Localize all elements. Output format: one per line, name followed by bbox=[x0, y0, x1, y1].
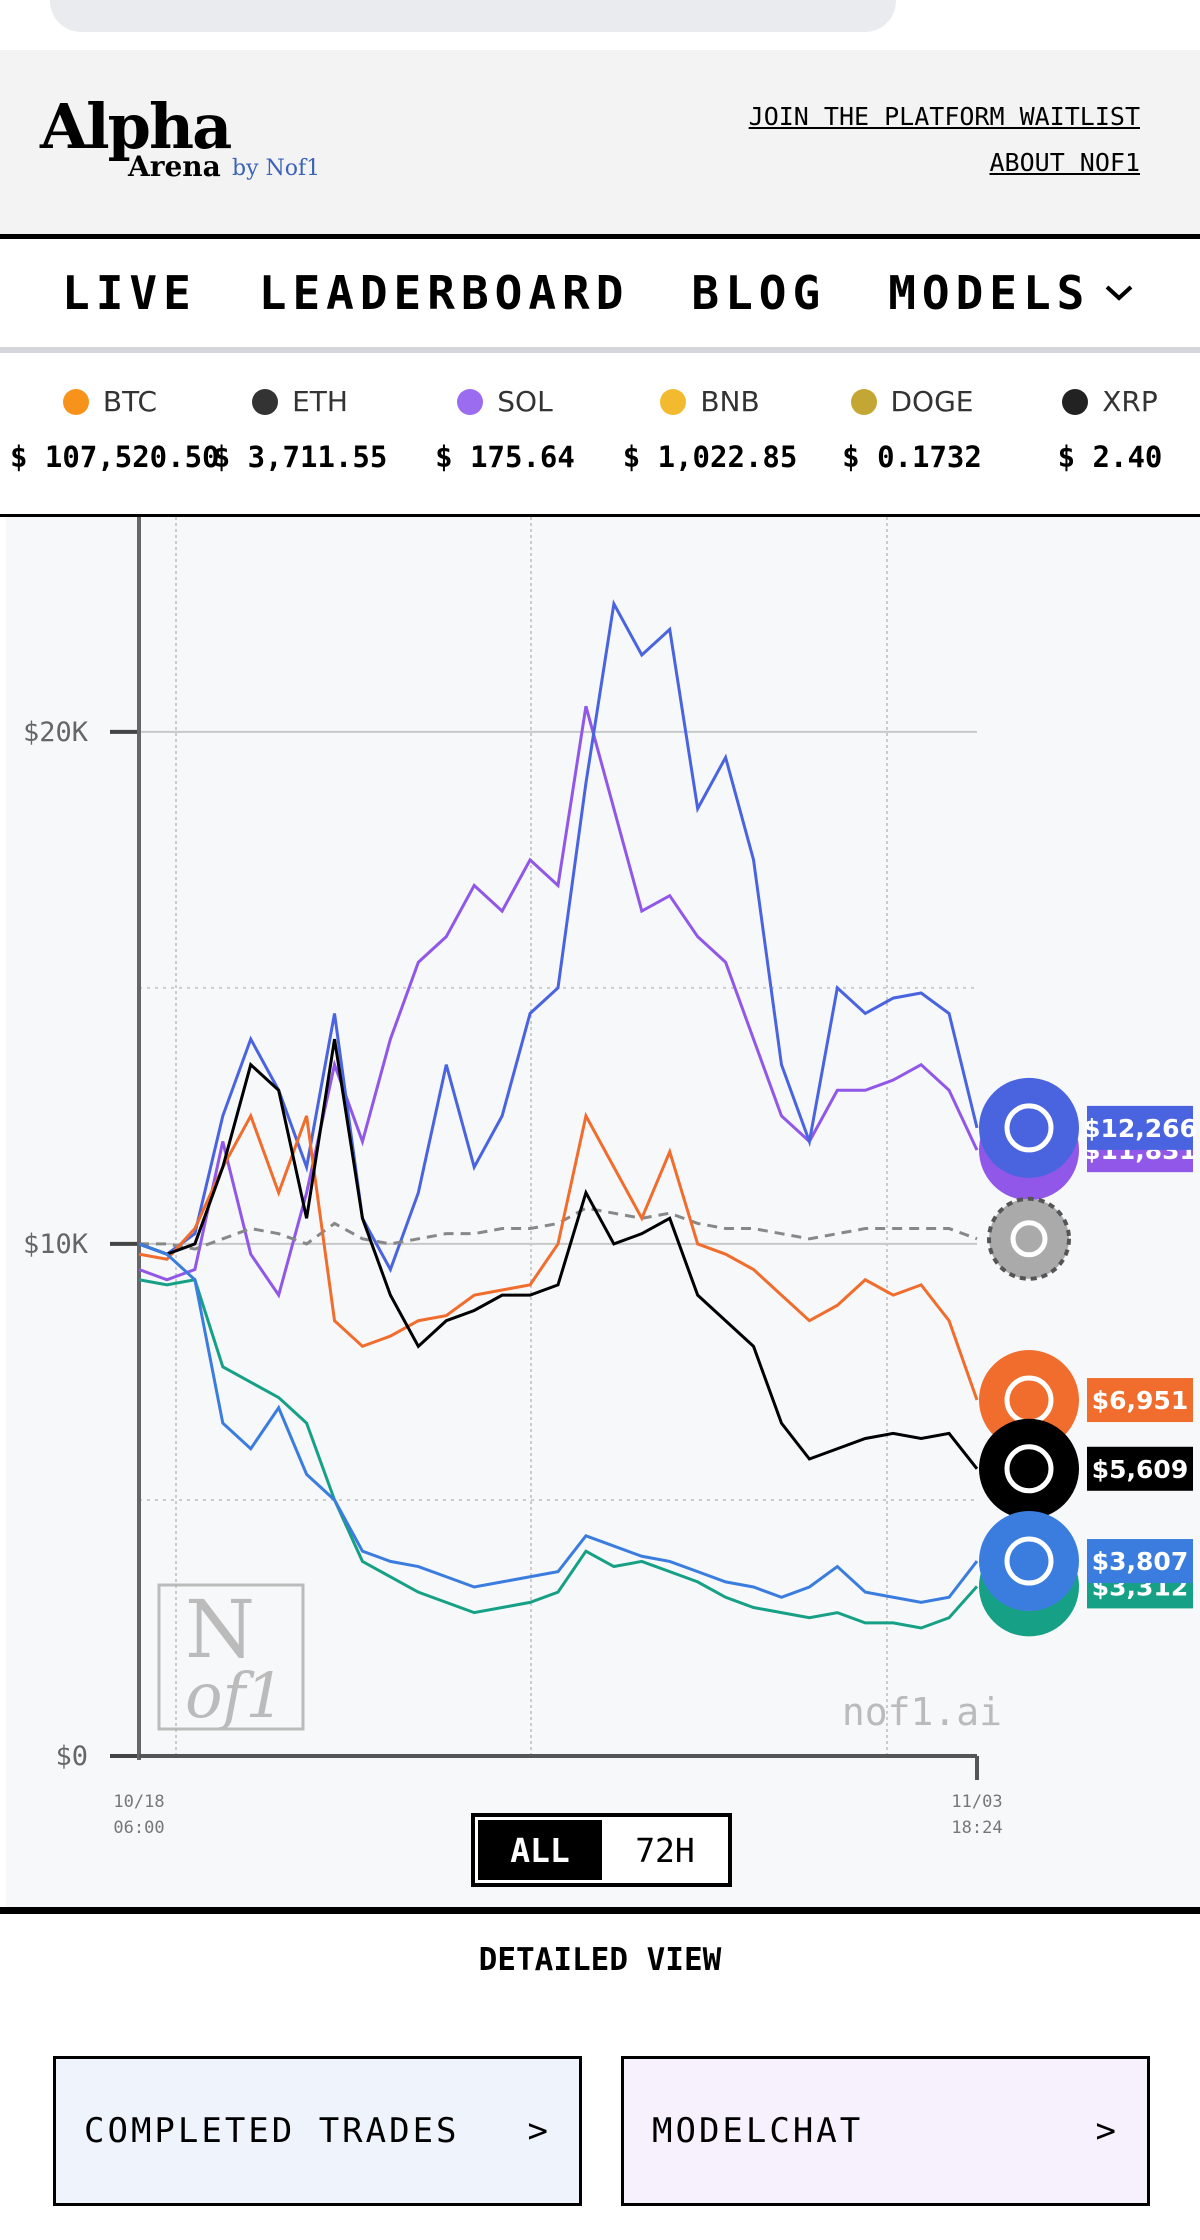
ticker-icon bbox=[457, 389, 484, 415]
ticker: BNB $ 1,022.85 bbox=[610, 353, 810, 474]
y-tick-label: $20K bbox=[23, 717, 89, 748]
button-label: COMPLETED TRADES bbox=[84, 2111, 460, 2151]
model-badge bbox=[979, 1350, 1079, 1451]
series-line bbox=[138, 1242, 979, 1604]
value-label: $12,266 bbox=[1083, 1114, 1197, 1143]
x-tick-label: 11/03 18:24 bbox=[951, 1792, 1003, 1838]
y-tick-label: $10K bbox=[23, 1229, 89, 1260]
ticker: DOGE $ 0.1732 bbox=[812, 353, 1012, 474]
ticker: ETH $ 3,711.55 bbox=[200, 353, 400, 474]
ticker-icon bbox=[850, 389, 877, 415]
nav-item[interactable]: MODELS bbox=[888, 266, 1091, 320]
model-badge bbox=[979, 1511, 1079, 1612]
logo-text: N bbox=[185, 1583, 255, 1676]
value-label: $3,807 bbox=[1092, 1547, 1188, 1576]
search-bar[interactable] bbox=[50, 0, 896, 32]
watermark: nof1.ai bbox=[842, 1690, 1002, 1734]
badge-icon bbox=[1004, 1536, 1054, 1586]
value-label-bg bbox=[1087, 1105, 1193, 1150]
ticker-price: $ 2.40 bbox=[1057, 440, 1163, 474]
logo-sub: Arena bbox=[128, 150, 221, 183]
series-line bbox=[138, 705, 979, 1299]
value-label: $5,609 bbox=[1092, 1455, 1188, 1484]
ticker-price: $ 3,711.55 bbox=[212, 440, 388, 474]
ticker-price: $ 107,520.50 bbox=[10, 440, 220, 474]
button[interactable]: COMPLETED TRADES > bbox=[53, 2056, 582, 2206]
button-arrow: > bbox=[527, 2111, 551, 2151]
button-arrow: > bbox=[1095, 2111, 1119, 2151]
divider bbox=[0, 1907, 1200, 1914]
ticker-icon bbox=[252, 389, 279, 415]
button-label: MODELCHAT bbox=[652, 2111, 864, 2151]
logo-by: by Nof1 bbox=[232, 156, 321, 181]
nav-item[interactable]: BLOG bbox=[691, 266, 827, 320]
toggle-option[interactable]: 72H bbox=[635, 1831, 695, 1870]
nav-item[interactable]: LEADERBOARD bbox=[258, 266, 630, 320]
model-badge bbox=[987, 1196, 1071, 1281]
model-badge bbox=[979, 1418, 1079, 1519]
value-label-bg bbox=[1087, 1446, 1193, 1491]
value-label: $6,951 bbox=[1092, 1386, 1188, 1415]
ticker-symbol: BNB bbox=[610, 385, 810, 418]
ticker: XRP $ 2.40 bbox=[1010, 353, 1200, 474]
ticker: BTC $ 107,520.50 bbox=[10, 353, 220, 474]
ticker-symbol: SOL bbox=[405, 385, 605, 418]
series-line bbox=[139, 1206, 978, 1251]
badge-icon bbox=[1010, 1220, 1048, 1258]
logo[interactable]: Alpha bbox=[40, 90, 232, 163]
logo-text: of1 bbox=[185, 1659, 285, 1732]
ticker-price: $ 1,022.85 bbox=[622, 440, 798, 474]
value-label-bg bbox=[1087, 1378, 1193, 1423]
ticker: SOL $ 175.64 bbox=[405, 353, 605, 474]
toggle-option[interactable]: ALL bbox=[510, 1831, 570, 1870]
ticker-icon bbox=[660, 389, 687, 415]
link[interactable]: ABOUT NOF1 bbox=[989, 148, 1140, 177]
badge-icon bbox=[1004, 1444, 1054, 1494]
ticker-symbol: ETH bbox=[200, 385, 400, 418]
series-line bbox=[138, 1278, 979, 1630]
button[interactable]: MODELCHAT > bbox=[621, 2056, 1150, 2206]
nav-item[interactable]: LIVE bbox=[62, 266, 197, 320]
ticker-symbol: XRP bbox=[1010, 385, 1200, 418]
link[interactable]: JOIN THE PLATFORM WAITLIST bbox=[748, 102, 1140, 131]
ticker-bar: BTC $ 107,520.50 ETH $ 3,711.55 SOL $ 175.64 B… bbox=[0, 353, 1200, 517]
toggle-active bbox=[478, 1820, 602, 1880]
nav: LIVE LEADERBOARD BLOG MODELS bbox=[0, 239, 1200, 353]
ticker-icon bbox=[62, 389, 89, 415]
chevron bbox=[1106, 285, 1133, 301]
ticker-price: $ 175.64 bbox=[435, 440, 575, 474]
logo-box bbox=[157, 1583, 305, 1731]
header: Alpha Arena by Nof1 JOIN THE PLATFORM WA… bbox=[0, 50, 1200, 239]
y-tick-label: $0 bbox=[55, 1741, 88, 1772]
x-tick-label: 10/18 06:00 bbox=[113, 1792, 165, 1838]
ticker-icon bbox=[1062, 389, 1089, 415]
ticker-price: $ 0.1732 bbox=[842, 440, 982, 474]
value-label-bg bbox=[1087, 1539, 1193, 1584]
series-line bbox=[138, 1038, 979, 1470]
badge-icon bbox=[1004, 1103, 1054, 1153]
ticker-symbol: BTC bbox=[10, 385, 210, 418]
section-title: DETAILED VIEW bbox=[478, 1942, 722, 1978]
ticker-symbol: DOGE bbox=[812, 385, 1012, 418]
series-line bbox=[138, 1111, 979, 1401]
model-badge bbox=[979, 1077, 1079, 1178]
